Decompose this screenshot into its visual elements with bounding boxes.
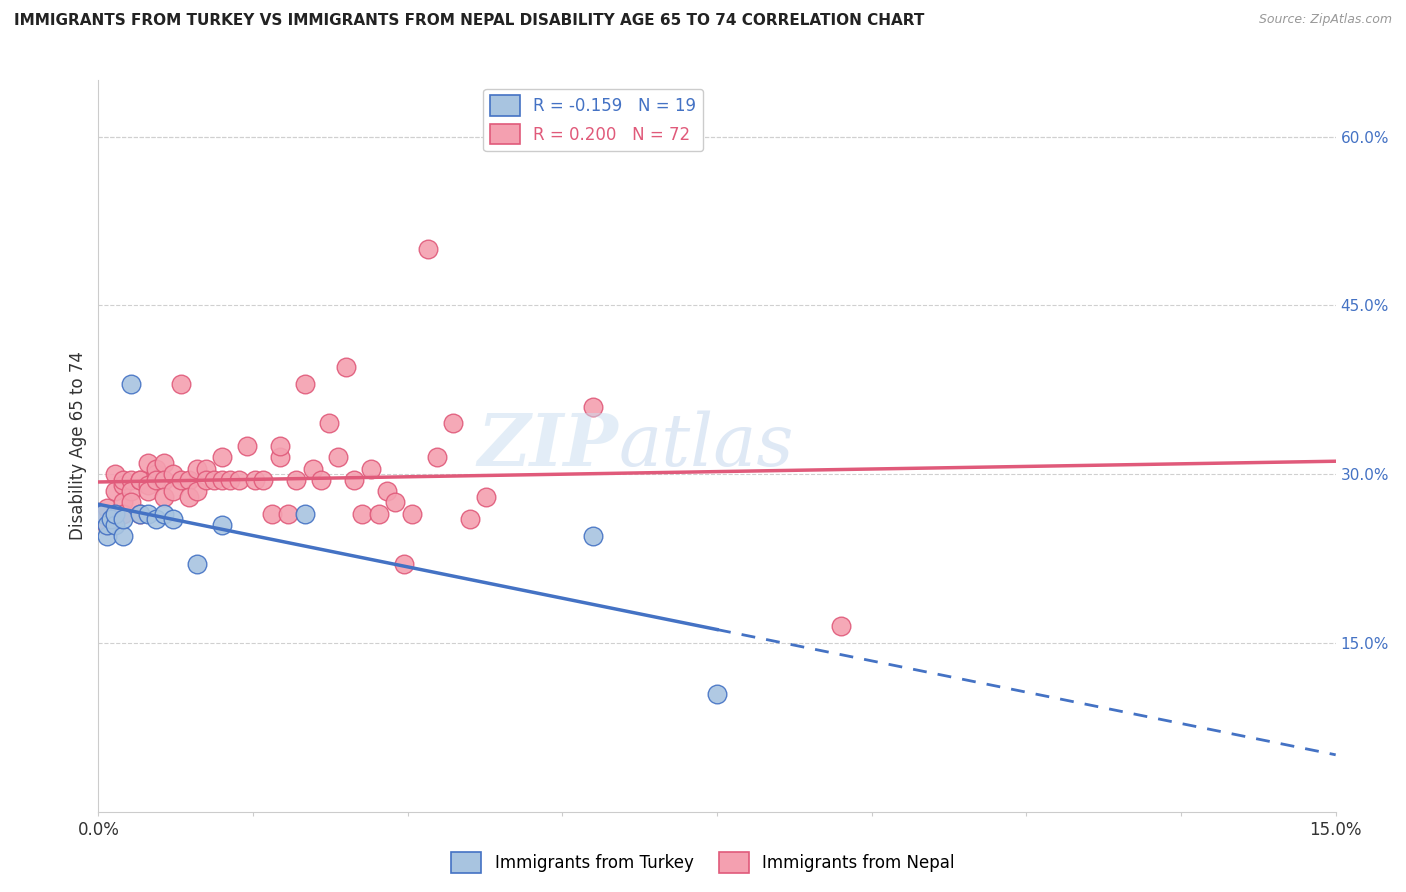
Point xyxy=(426,450,449,465)
Point xyxy=(352,507,374,521)
Point xyxy=(186,557,208,571)
Y-axis label: Disability Age 65 to 74: Disability Age 65 to 74 xyxy=(69,351,87,541)
Point xyxy=(706,687,728,701)
Point xyxy=(96,517,118,532)
Point xyxy=(120,495,142,509)
Point xyxy=(136,507,159,521)
Point xyxy=(269,439,291,453)
Point xyxy=(236,439,259,453)
Point xyxy=(260,507,283,521)
Point xyxy=(145,473,167,487)
Point xyxy=(441,417,464,431)
Text: ZIP: ZIP xyxy=(477,410,619,482)
Point xyxy=(194,473,217,487)
Point xyxy=(582,400,605,414)
Point xyxy=(384,495,406,509)
Point xyxy=(96,529,118,543)
Point xyxy=(104,507,127,521)
Point xyxy=(170,473,193,487)
Legend: Immigrants from Turkey, Immigrants from Nepal: Immigrants from Turkey, Immigrants from … xyxy=(444,846,962,880)
Point xyxy=(104,507,127,521)
Point xyxy=(90,507,112,521)
Point xyxy=(309,473,332,487)
Point xyxy=(179,473,201,487)
Point xyxy=(91,512,114,526)
Text: atlas: atlas xyxy=(619,410,793,482)
Point xyxy=(326,450,349,465)
Text: IMMIGRANTS FROM TURKEY VS IMMIGRANTS FROM NEPAL DISABILITY AGE 65 TO 74 CORRELAT: IMMIGRANTS FROM TURKEY VS IMMIGRANTS FRO… xyxy=(14,13,924,29)
Point xyxy=(475,490,498,504)
Point xyxy=(294,507,316,521)
Point xyxy=(194,461,217,475)
Point xyxy=(162,483,184,498)
Point xyxy=(128,473,150,487)
Point xyxy=(186,461,208,475)
Point xyxy=(104,467,127,482)
Point xyxy=(219,473,242,487)
Point xyxy=(100,512,122,526)
Point xyxy=(153,473,176,487)
Point xyxy=(277,507,299,521)
Point xyxy=(96,517,118,532)
Point xyxy=(128,507,150,521)
Point xyxy=(112,473,135,487)
Point xyxy=(112,529,135,543)
Point xyxy=(375,483,398,498)
Legend: R = -0.159   N = 19, R = 0.200   N = 72: R = -0.159 N = 19, R = 0.200 N = 72 xyxy=(484,88,703,151)
Point xyxy=(145,467,167,482)
Point xyxy=(228,473,250,487)
Point xyxy=(153,456,176,470)
Point xyxy=(302,461,325,475)
Point xyxy=(100,512,122,526)
Point xyxy=(136,456,159,470)
Point xyxy=(202,473,225,487)
Point xyxy=(186,483,208,498)
Point xyxy=(367,507,389,521)
Point xyxy=(91,507,114,521)
Point xyxy=(145,461,167,475)
Point xyxy=(269,450,291,465)
Point xyxy=(401,507,423,521)
Point xyxy=(153,490,176,504)
Point xyxy=(170,377,193,392)
Point xyxy=(128,507,150,521)
Point xyxy=(294,377,316,392)
Point xyxy=(104,483,127,498)
Point xyxy=(145,512,167,526)
Point xyxy=(96,500,118,515)
Point xyxy=(120,483,142,498)
Point xyxy=(128,473,150,487)
Point xyxy=(179,490,201,504)
Point xyxy=(285,473,308,487)
Point xyxy=(162,512,184,526)
Point xyxy=(211,450,233,465)
Point xyxy=(335,360,357,375)
Point xyxy=(120,377,142,392)
Point xyxy=(392,557,415,571)
Point xyxy=(830,619,852,633)
Point xyxy=(252,473,274,487)
Point xyxy=(360,461,382,475)
Point xyxy=(112,478,135,492)
Point xyxy=(318,417,340,431)
Point xyxy=(153,507,176,521)
Point xyxy=(243,473,266,487)
Point xyxy=(136,483,159,498)
Point xyxy=(211,517,233,532)
Point xyxy=(112,507,135,521)
Point xyxy=(458,512,481,526)
Point xyxy=(582,529,605,543)
Point xyxy=(120,473,142,487)
Text: Source: ZipAtlas.com: Source: ZipAtlas.com xyxy=(1258,13,1392,27)
Point xyxy=(162,467,184,482)
Point xyxy=(211,473,233,487)
Point xyxy=(96,517,118,532)
Point xyxy=(112,495,135,509)
Point xyxy=(343,473,366,487)
Point xyxy=(418,242,440,256)
Point xyxy=(112,512,135,526)
Point xyxy=(104,517,127,532)
Point xyxy=(136,478,159,492)
